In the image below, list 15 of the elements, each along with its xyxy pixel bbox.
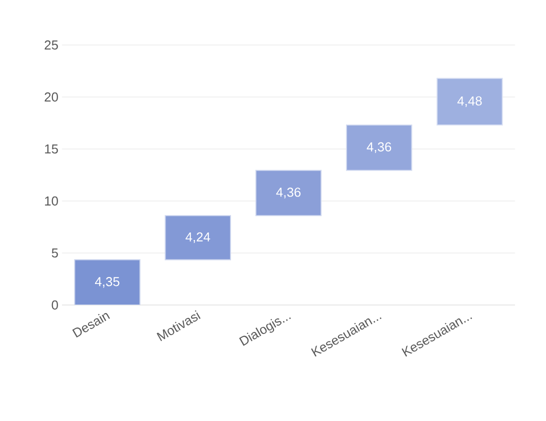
y-tick-label: 25 <box>44 40 58 50</box>
y-tick-label: 10 <box>45 196 58 206</box>
bar <box>164 215 232 260</box>
data-label: 4,35 <box>94 277 120 288</box>
data-label: 4,36 <box>366 142 392 153</box>
data-label: 4,48 <box>457 96 482 108</box>
bar <box>436 78 503 126</box>
bar <box>255 170 322 216</box>
data-label: 4,36 <box>276 188 301 198</box>
y-tick-label: 20 <box>44 92 58 102</box>
y-tick-label: 15 <box>45 144 58 154</box>
bar <box>346 124 412 171</box>
y-tick-label: 0 <box>52 300 58 310</box>
y-tick-label: 5 <box>52 248 58 258</box>
data-label: 4,24 <box>186 232 210 244</box>
